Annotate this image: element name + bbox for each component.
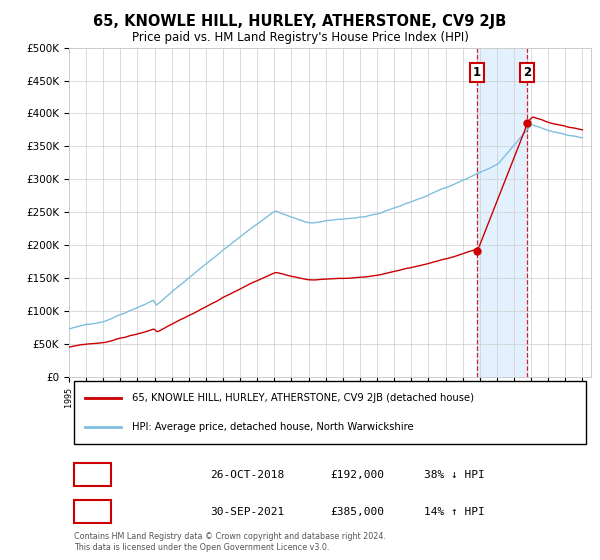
Text: HPI: Average price, detached house, North Warwickshire: HPI: Average price, detached house, Nort… xyxy=(131,422,413,432)
Text: 14% ↑ HPI: 14% ↑ HPI xyxy=(424,507,485,517)
Text: Contains HM Land Registry data © Crown copyright and database right 2024.
This d: Contains HM Land Registry data © Crown c… xyxy=(74,533,386,552)
Text: 1: 1 xyxy=(473,66,481,79)
Text: 26-OCT-2018: 26-OCT-2018 xyxy=(210,470,284,479)
Text: Price paid vs. HM Land Registry's House Price Index (HPI): Price paid vs. HM Land Registry's House … xyxy=(131,31,469,44)
Text: 1: 1 xyxy=(88,468,97,481)
Text: 65, KNOWLE HILL, HURLEY, ATHERSTONE, CV9 2JB (detached house): 65, KNOWLE HILL, HURLEY, ATHERSTONE, CV9… xyxy=(131,393,473,403)
Text: 2: 2 xyxy=(88,505,97,519)
Text: 30-SEP-2021: 30-SEP-2021 xyxy=(210,507,284,517)
FancyBboxPatch shape xyxy=(74,500,111,524)
Text: 65, KNOWLE HILL, HURLEY, ATHERSTONE, CV9 2JB: 65, KNOWLE HILL, HURLEY, ATHERSTONE, CV9… xyxy=(94,14,506,29)
FancyBboxPatch shape xyxy=(74,381,586,445)
Bar xyxy=(477,48,527,377)
Text: 38% ↓ HPI: 38% ↓ HPI xyxy=(424,470,485,479)
Text: £385,000: £385,000 xyxy=(330,507,384,517)
FancyBboxPatch shape xyxy=(74,463,111,486)
Text: 2: 2 xyxy=(523,66,531,79)
Text: £192,000: £192,000 xyxy=(330,470,384,479)
